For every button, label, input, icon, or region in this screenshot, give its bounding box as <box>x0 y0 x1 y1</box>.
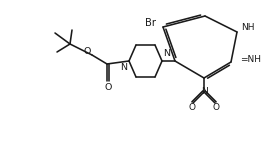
Text: =NH: =NH <box>241 56 261 65</box>
Text: Br: Br <box>145 18 156 28</box>
Text: O: O <box>212 103 220 112</box>
Text: O: O <box>104 82 112 91</box>
Text: O: O <box>188 103 195 112</box>
Text: N: N <box>202 86 208 95</box>
Text: O: O <box>83 46 91 56</box>
Text: NH: NH <box>241 22 255 32</box>
Text: N: N <box>163 49 171 58</box>
Text: N: N <box>121 63 128 73</box>
